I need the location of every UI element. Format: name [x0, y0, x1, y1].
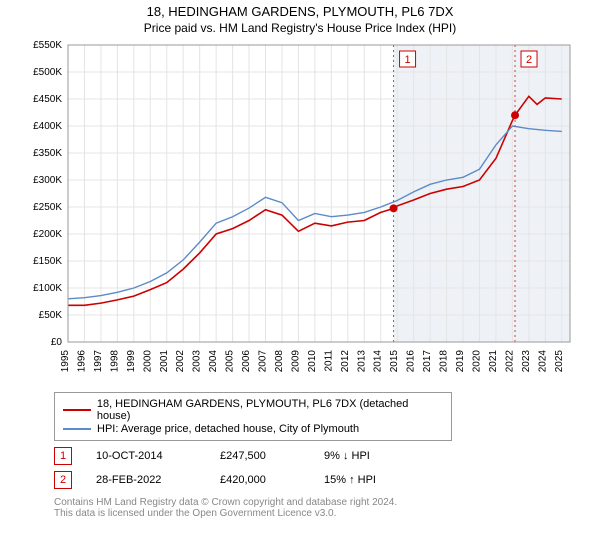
transaction-marker: 1	[54, 447, 72, 465]
svg-text:2013: 2013	[356, 350, 367, 373]
legend-swatch	[63, 428, 91, 430]
title-line-1: 18, HEDINGHAM GARDENS, PLYMOUTH, PL6 7DX	[0, 4, 600, 19]
svg-text:£550K: £550K	[33, 40, 62, 51]
legend-row: 18, HEDINGHAM GARDENS, PLYMOUTH, PL6 7DX…	[63, 398, 443, 422]
transaction-date: 28-FEB-2022	[96, 474, 196, 486]
svg-text:1995: 1995	[60, 350, 71, 373]
svg-text:2021: 2021	[488, 350, 499, 373]
transaction-delta: 15% ↑ HPI	[324, 474, 414, 486]
svg-text:2004: 2004	[208, 350, 219, 373]
svg-text:2007: 2007	[258, 350, 269, 373]
svg-text:£450K: £450K	[33, 94, 62, 105]
title-line-2: Price paid vs. HM Land Registry's House …	[0, 21, 600, 35]
svg-text:2025: 2025	[554, 350, 565, 373]
svg-text:2001: 2001	[159, 350, 170, 373]
svg-text:£200K: £200K	[33, 229, 62, 240]
svg-text:£0: £0	[51, 337, 63, 348]
svg-text:2012: 2012	[340, 350, 351, 373]
svg-text:£250K: £250K	[33, 202, 62, 213]
svg-text:£50K: £50K	[39, 310, 63, 321]
legend-box: 18, HEDINGHAM GARDENS, PLYMOUTH, PL6 7DX…	[54, 392, 452, 441]
transaction-row: 2 28-FEB-2022 £420,000 15% ↑ HPI	[54, 471, 580, 489]
svg-text:2018: 2018	[439, 350, 450, 373]
svg-text:£100K: £100K	[33, 283, 62, 294]
svg-text:2008: 2008	[274, 350, 285, 373]
svg-text:£400K: £400K	[33, 121, 62, 132]
transaction-delta: 9% ↓ HPI	[324, 450, 414, 462]
svg-text:£150K: £150K	[33, 256, 62, 267]
svg-text:1: 1	[404, 54, 410, 66]
legend-swatch	[63, 409, 91, 411]
transaction-date: 10-OCT-2014	[96, 450, 196, 462]
line-chart-svg: £0 £50K £100K £150K £200K £250K £300K £350K £400…	[20, 39, 580, 384]
transaction-price: £420,000	[220, 474, 300, 486]
svg-text:2023: 2023	[521, 350, 532, 373]
legend-label: 18, HEDINGHAM GARDENS, PLYMOUTH, PL6 7DX…	[97, 398, 443, 422]
svg-text:1998: 1998	[109, 350, 120, 373]
transaction-row: 1 10-OCT-2014 £247,500 9% ↓ HPI	[54, 447, 580, 465]
legend-label: HPI: Average price, detached house, City…	[97, 423, 359, 435]
svg-text:2006: 2006	[241, 350, 252, 373]
svg-text:2: 2	[526, 54, 532, 66]
svg-text:1999: 1999	[126, 350, 137, 373]
legend-row: HPI: Average price, detached house, City…	[63, 423, 443, 435]
footer-line-2: This data is licensed under the Open Gov…	[54, 508, 580, 519]
svg-text:1996: 1996	[76, 350, 87, 373]
svg-text:2014: 2014	[373, 350, 384, 373]
chart-area: £0 £50K £100K £150K £200K £250K £300K £350K £400…	[20, 39, 580, 384]
svg-text:2017: 2017	[422, 350, 433, 373]
footer-line-1: Contains HM Land Registry data © Crown c…	[54, 497, 580, 508]
footer-attribution: Contains HM Land Registry data © Crown c…	[54, 497, 580, 519]
svg-text:2024: 2024	[537, 350, 548, 373]
transaction-marker: 2	[54, 471, 72, 489]
svg-text:1997: 1997	[93, 350, 104, 373]
svg-text:£350K: £350K	[33, 148, 62, 159]
svg-text:2019: 2019	[455, 350, 466, 373]
svg-text:£300K: £300K	[33, 175, 62, 186]
svg-text:2002: 2002	[175, 350, 186, 373]
svg-text:£500K: £500K	[33, 67, 62, 78]
transaction-price: £247,500	[220, 450, 300, 462]
svg-text:2009: 2009	[290, 350, 301, 373]
svg-text:2010: 2010	[307, 350, 318, 373]
svg-text:2011: 2011	[323, 350, 334, 372]
svg-text:2005: 2005	[225, 350, 236, 373]
chart-title-block: 18, HEDINGHAM GARDENS, PLYMOUTH, PL6 7DX…	[0, 0, 600, 37]
svg-text:2003: 2003	[192, 350, 203, 373]
svg-text:2016: 2016	[406, 350, 417, 373]
svg-text:2015: 2015	[389, 350, 400, 373]
svg-text:2000: 2000	[142, 350, 153, 373]
svg-text:2022: 2022	[504, 350, 515, 373]
svg-text:2020: 2020	[471, 350, 482, 373]
transactions-table: 1 10-OCT-2014 £247,500 9% ↓ HPI 2 28-FEB-2022…	[54, 447, 580, 489]
